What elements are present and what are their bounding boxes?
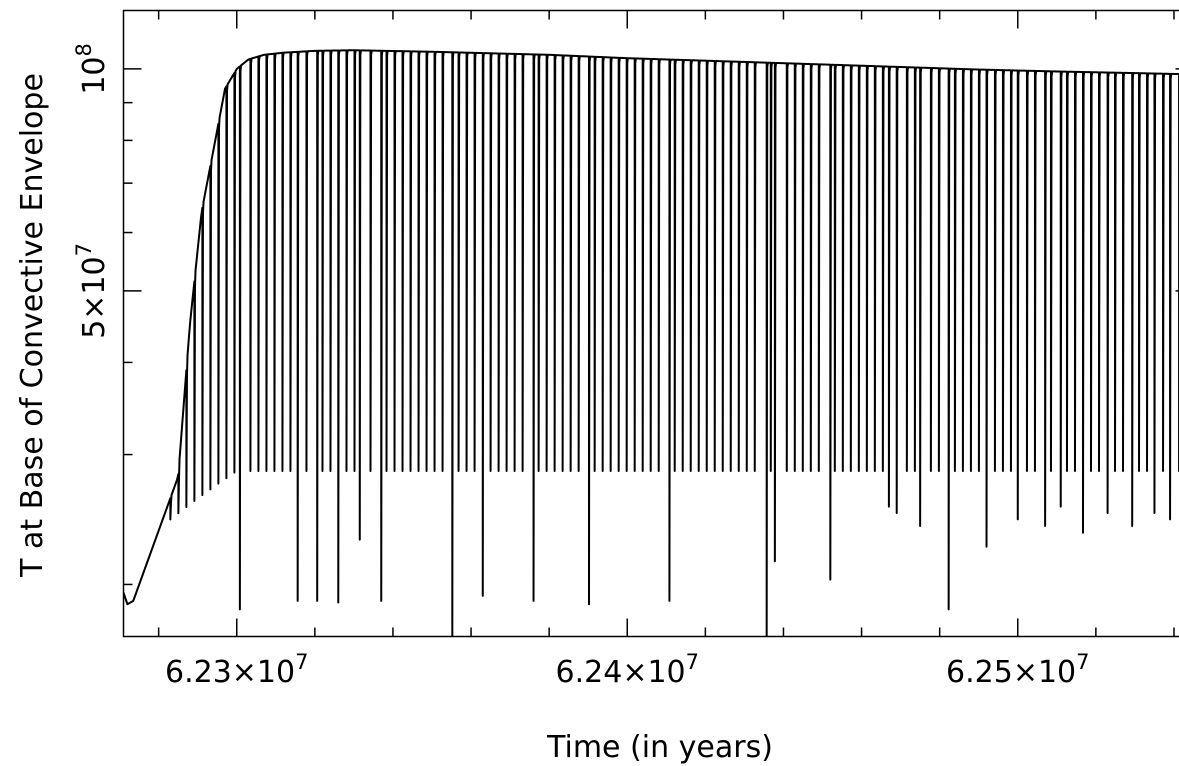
plot-lines bbox=[123, 49, 1179, 637]
y-tick-exponent: 7 bbox=[72, 243, 96, 256]
y-tick-mantissa: 10 bbox=[77, 56, 112, 94]
y-tick-labels: 5×107 108 bbox=[72, 43, 112, 339]
x-tick-label: 6.23×107 bbox=[165, 650, 308, 690]
axis-ticks bbox=[123, 10, 1179, 637]
x-tick-mantissa: 6.23×10 bbox=[165, 655, 295, 690]
x-axis-label: Time (in years) bbox=[546, 730, 773, 765]
y-tick-label: 5×107 bbox=[72, 243, 112, 339]
x-tick-exponent: 7 bbox=[1076, 650, 1089, 674]
x-tick-exponent: 7 bbox=[295, 650, 308, 674]
y-axis-label: T at Base of Convective Envelope bbox=[15, 73, 50, 578]
y-tick-exponent: 8 bbox=[72, 43, 96, 56]
x-tick-exponent: 7 bbox=[686, 650, 699, 674]
y-tick-mantissa: 5×10 bbox=[77, 256, 112, 338]
plot-frame bbox=[122, 9, 1179, 638]
x-tick-label: 6.25×107 bbox=[946, 650, 1089, 690]
x-tick-label: 6.24×107 bbox=[556, 650, 699, 690]
x-tick-mantissa: 6.24×10 bbox=[556, 655, 686, 690]
x-tick-mantissa: 6.25×10 bbox=[946, 655, 1076, 690]
x-tick-labels: 6.23×107 6.24×107 6.25×107 bbox=[165, 650, 1090, 690]
y-tick-label: 108 bbox=[72, 43, 112, 95]
series-line bbox=[123, 49, 1179, 637]
